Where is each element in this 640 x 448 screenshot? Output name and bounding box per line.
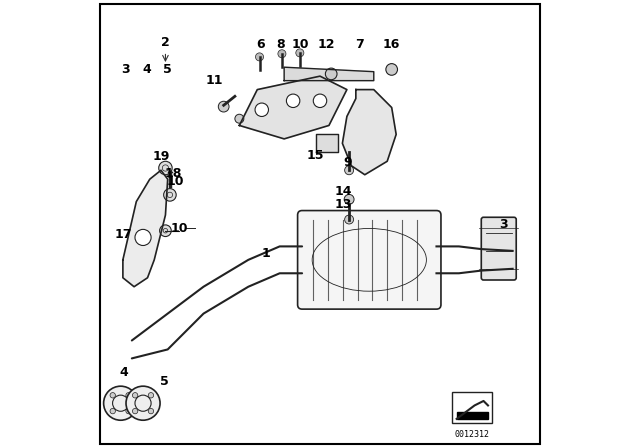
FancyBboxPatch shape xyxy=(481,217,516,280)
Text: 6: 6 xyxy=(257,38,265,52)
Text: 12: 12 xyxy=(318,38,335,52)
Circle shape xyxy=(344,166,354,175)
Text: 17: 17 xyxy=(115,228,132,241)
Text: 4: 4 xyxy=(142,63,151,76)
Text: 7: 7 xyxy=(355,38,364,52)
Text: 3: 3 xyxy=(121,63,129,76)
Circle shape xyxy=(386,64,397,75)
Text: 18: 18 xyxy=(164,167,182,181)
FancyBboxPatch shape xyxy=(298,211,441,309)
Polygon shape xyxy=(342,90,396,175)
Text: 0012312: 0012312 xyxy=(455,430,490,439)
Circle shape xyxy=(135,229,151,246)
Text: 5: 5 xyxy=(163,63,172,76)
Circle shape xyxy=(110,392,115,398)
Circle shape xyxy=(296,49,304,57)
Circle shape xyxy=(132,409,138,414)
Circle shape xyxy=(325,68,337,80)
Circle shape xyxy=(287,94,300,108)
Polygon shape xyxy=(239,76,347,139)
Polygon shape xyxy=(316,134,338,152)
Text: 11: 11 xyxy=(206,74,223,87)
Text: 2: 2 xyxy=(161,36,170,49)
Circle shape xyxy=(255,53,264,61)
Circle shape xyxy=(132,392,138,398)
Circle shape xyxy=(148,392,154,398)
Circle shape xyxy=(255,103,269,116)
Circle shape xyxy=(148,409,154,414)
Circle shape xyxy=(344,215,354,224)
Circle shape xyxy=(235,114,244,123)
Circle shape xyxy=(344,194,354,204)
Text: 16: 16 xyxy=(383,38,401,52)
Circle shape xyxy=(126,392,131,398)
Circle shape xyxy=(104,386,138,420)
Circle shape xyxy=(159,161,172,175)
Circle shape xyxy=(314,94,327,108)
Polygon shape xyxy=(457,412,488,419)
Text: 19: 19 xyxy=(152,150,170,164)
Text: 3: 3 xyxy=(499,217,508,231)
Circle shape xyxy=(126,409,131,414)
Text: 10: 10 xyxy=(167,175,184,188)
Text: 10: 10 xyxy=(170,222,188,235)
Circle shape xyxy=(164,189,176,201)
Text: 1: 1 xyxy=(262,246,271,260)
Polygon shape xyxy=(284,67,374,81)
Circle shape xyxy=(218,101,229,112)
Text: 8: 8 xyxy=(276,38,285,52)
Polygon shape xyxy=(123,170,168,287)
Circle shape xyxy=(278,50,286,58)
Text: 9: 9 xyxy=(344,155,352,169)
Bar xyxy=(452,392,493,423)
Text: 14: 14 xyxy=(335,185,353,198)
Text: 10: 10 xyxy=(291,38,308,52)
Text: 15: 15 xyxy=(307,149,324,163)
Circle shape xyxy=(126,386,160,420)
Text: 5: 5 xyxy=(160,375,168,388)
Text: 4: 4 xyxy=(120,366,128,379)
Text: 13: 13 xyxy=(335,198,353,211)
Circle shape xyxy=(159,225,172,237)
Circle shape xyxy=(110,409,115,414)
